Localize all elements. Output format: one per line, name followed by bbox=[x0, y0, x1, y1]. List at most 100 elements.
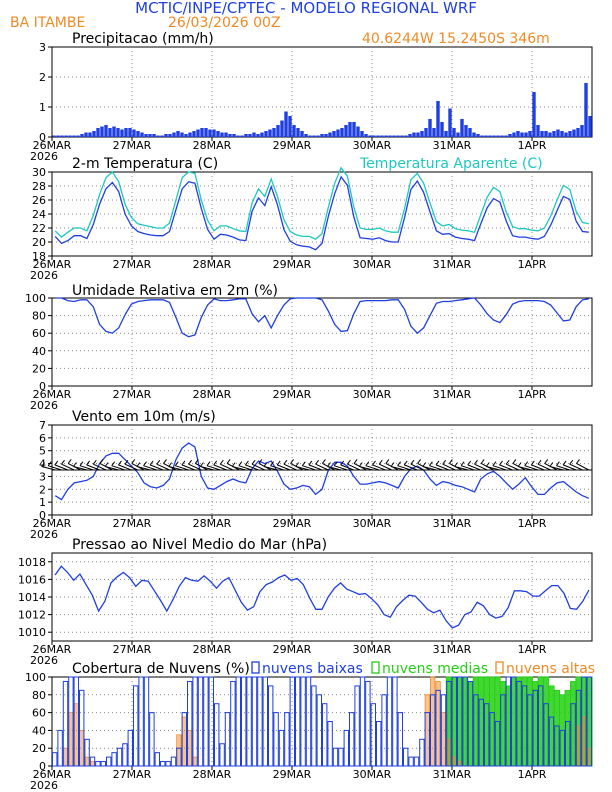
wind-barb bbox=[486, 466, 501, 471]
cloud-bar-baixas bbox=[424, 712, 431, 767]
wind-barb bbox=[524, 465, 539, 471]
precip-bar bbox=[480, 135, 484, 137]
x-tick-label: 30MAR bbox=[353, 768, 392, 781]
x-tick-label: 27MAR bbox=[113, 388, 152, 401]
wind-barb-head bbox=[417, 459, 422, 464]
cloud-bar-baixas bbox=[154, 752, 161, 767]
wind-barb-head bbox=[480, 459, 485, 464]
cloud-bar-baixas bbox=[462, 676, 468, 767]
cloud-bar-baixas bbox=[192, 676, 198, 767]
cloud-bar-baixas bbox=[181, 712, 188, 767]
wind-barb-head bbox=[174, 461, 179, 467]
wind-barb-head bbox=[435, 460, 440, 466]
wind-barb-head bbox=[61, 459, 65, 465]
precip-bar bbox=[316, 135, 320, 137]
x-tick-label: 31MAR bbox=[433, 388, 472, 401]
cloud-bar-baixas bbox=[305, 676, 312, 767]
y-tick-label: 40 bbox=[32, 345, 46, 358]
x-tick-label: 30MAR bbox=[353, 139, 392, 152]
cloud-bar-baixas bbox=[413, 756, 420, 767]
cloud-bar-baixas bbox=[381, 694, 387, 767]
wind-barb bbox=[143, 465, 157, 471]
cloud-bar-altas bbox=[181, 716, 187, 767]
wind-barb bbox=[136, 466, 151, 471]
y-tick-label: 100 bbox=[25, 292, 46, 305]
cloud-bar-baixas bbox=[505, 676, 512, 767]
precip-bar bbox=[396, 135, 400, 137]
wind-barb bbox=[549, 466, 564, 471]
wind-barb-head bbox=[460, 461, 465, 467]
precip-bar bbox=[112, 126, 116, 137]
precip-bar bbox=[300, 131, 304, 137]
precip-bar bbox=[332, 131, 336, 137]
legend-label-2: nuvens medias bbox=[382, 661, 488, 677]
wind-barb bbox=[569, 463, 583, 471]
cloud-bar-altas bbox=[435, 681, 441, 767]
panel-title: Cobertura de Nuvens (%) bbox=[72, 661, 250, 677]
wind-barb-head bbox=[517, 462, 522, 467]
y-tick-label: 18 bbox=[32, 250, 46, 263]
cloud-bar-altas bbox=[73, 703, 79, 767]
precip-bar bbox=[92, 131, 96, 137]
cloud-bar-baixas bbox=[532, 689, 538, 767]
precip-bar bbox=[340, 128, 344, 137]
precip-bar bbox=[336, 129, 340, 137]
cloud-bar-baixas bbox=[440, 694, 447, 767]
x-tick-label: 27MAR bbox=[113, 517, 152, 530]
precip-bar bbox=[96, 128, 100, 137]
wind-barb-head bbox=[442, 459, 447, 465]
y-tick-label: 40 bbox=[32, 724, 46, 737]
x-year-label: 2026 bbox=[30, 399, 58, 412]
wind-barb bbox=[347, 463, 361, 471]
cloud-bar-baixas bbox=[316, 694, 323, 767]
x-tick-label: 28MAR bbox=[193, 768, 232, 781]
wind-barb-head bbox=[428, 461, 433, 467]
wind-barb-head bbox=[454, 462, 459, 467]
cloud-bar-baixas bbox=[197, 676, 204, 767]
x-tick-label: 28MAR bbox=[193, 139, 232, 152]
y-tick-label: 3 bbox=[39, 41, 46, 54]
wind-barb-head bbox=[505, 459, 510, 465]
precip-bar bbox=[148, 134, 152, 137]
precip-bar bbox=[216, 131, 220, 137]
wind-barb bbox=[562, 464, 577, 471]
y-tick-label: 1010 bbox=[18, 626, 46, 639]
cloud-bar-baixas bbox=[208, 676, 215, 767]
precip-bar bbox=[388, 135, 392, 137]
cloud-bar-baixas bbox=[581, 676, 587, 767]
wind-barb-head bbox=[499, 460, 503, 466]
wind-barb-head bbox=[327, 462, 331, 467]
precip-bar bbox=[472, 132, 476, 137]
x-tick-label: 30MAR bbox=[353, 258, 392, 271]
y-tick-label: 1016 bbox=[18, 573, 46, 586]
legend-apparent-temp: Temperatura Aparente (C) bbox=[359, 156, 543, 172]
y-tick-label: 4 bbox=[39, 458, 46, 471]
cloud-bar-baixas bbox=[392, 676, 398, 767]
x-tick-label: 31MAR bbox=[433, 139, 472, 152]
precip-bar bbox=[100, 126, 104, 137]
wind-barb-head bbox=[199, 462, 204, 467]
x-tick-label: 1APR bbox=[518, 258, 547, 271]
wind-barb bbox=[429, 465, 443, 471]
wind-barb-head bbox=[231, 462, 236, 467]
cloud-bar-baixas bbox=[143, 676, 150, 767]
cloud-bar-baixas bbox=[527, 694, 533, 767]
x-tick-label: 26MAR bbox=[33, 388, 72, 401]
cloud-bar-baixas bbox=[327, 721, 333, 767]
cloud-bar-baixas bbox=[559, 729, 565, 767]
precip-bar bbox=[484, 135, 488, 137]
cloud-bar-baixas bbox=[435, 689, 441, 767]
wind-barb-head bbox=[467, 460, 472, 466]
coords-label: 40.6244W 15.2450S 346m bbox=[362, 31, 550, 47]
cloud-bar-baixas bbox=[149, 712, 155, 767]
precip-bar bbox=[132, 129, 136, 137]
precip-bar bbox=[136, 131, 140, 137]
cloud-bar-baixas bbox=[467, 680, 474, 767]
precip-bar bbox=[496, 135, 500, 137]
wind-barb-head bbox=[544, 459, 549, 464]
x-tick-label: 29MAR bbox=[273, 768, 312, 781]
precip-bar bbox=[124, 128, 128, 137]
wind-barb-head bbox=[206, 461, 211, 467]
cloud-bar-baixas bbox=[79, 689, 85, 767]
